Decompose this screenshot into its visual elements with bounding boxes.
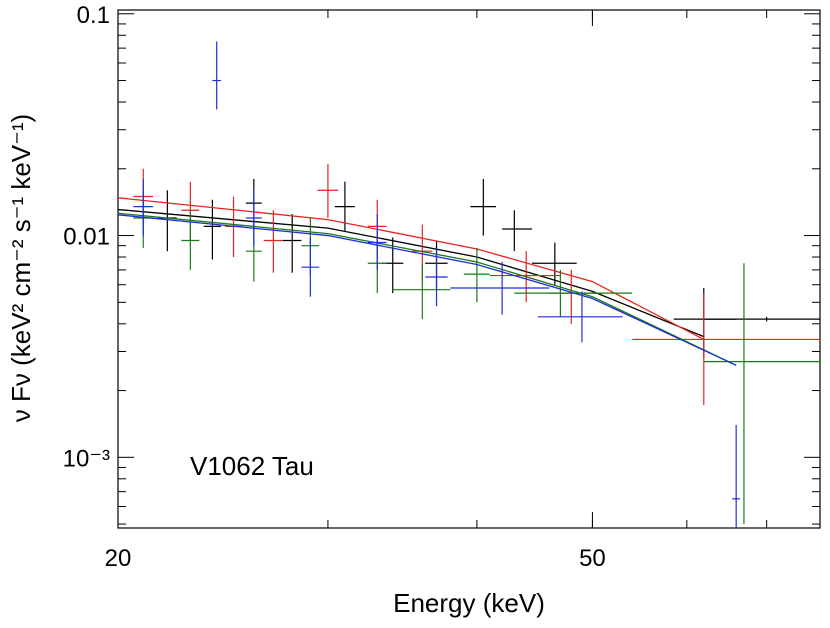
y-tick-label: 10⁻³ (63, 445, 110, 472)
annotation: V1062 Tau (190, 451, 314, 481)
x-tick-label: 20 (105, 545, 132, 572)
model-line (118, 214, 737, 366)
model-line (118, 197, 705, 341)
y-tick-label: 0.01 (63, 224, 110, 251)
y-tick-label: 0.1 (77, 2, 110, 29)
y-axis-label: ν Fν (keV² cm⁻² s⁻¹ keV⁻¹) (6, 114, 36, 422)
plot-area (118, 41, 820, 528)
model-line (118, 212, 737, 366)
plot-frame (117, 9, 821, 529)
x-axis-label: Energy (keV) (393, 588, 545, 618)
model-line (118, 208, 705, 338)
x-tick-label: 50 (579, 545, 606, 572)
